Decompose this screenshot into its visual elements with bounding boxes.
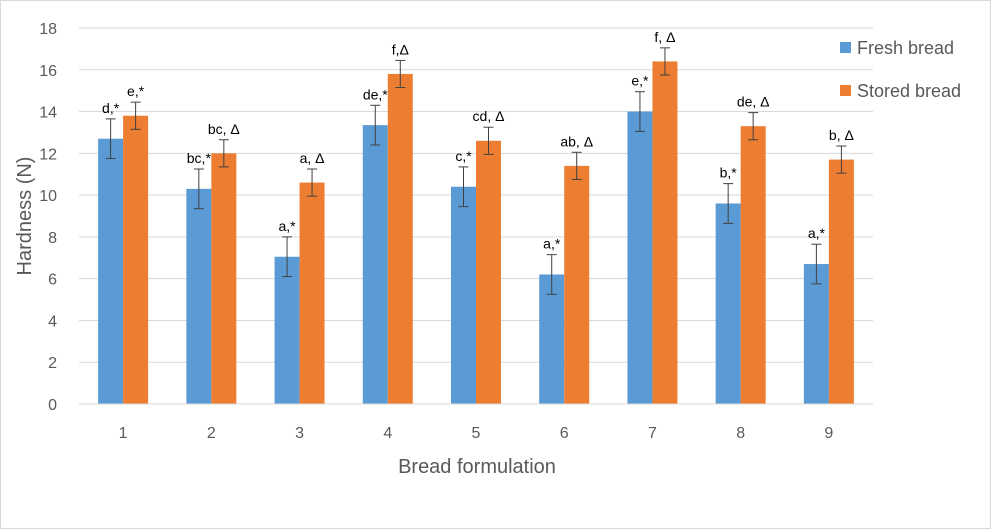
- bar-stored: [564, 165, 590, 404]
- data-label: de,*: [363, 86, 388, 102]
- y-tick-label: 4: [48, 313, 57, 330]
- legend-swatch-fresh: [840, 42, 851, 53]
- data-label: ab, Δ: [560, 133, 593, 149]
- bar-fresh: [274, 256, 300, 404]
- y-tick-label: 12: [39, 146, 57, 163]
- data-label: e,*: [631, 73, 649, 89]
- x-tick-label: 6: [560, 425, 569, 442]
- bar-fresh: [627, 111, 653, 405]
- data-label: e,*: [127, 83, 145, 99]
- bar-stored: [299, 182, 325, 404]
- data-label: f, Δ: [654, 29, 675, 45]
- bar-stored: [211, 153, 237, 404]
- bar-stored: [387, 73, 413, 404]
- bar-stored: [123, 115, 149, 404]
- data-label: d,*: [102, 100, 120, 116]
- y-axis-title: Hardness (N): [14, 157, 36, 276]
- x-tick-label: 9: [824, 425, 833, 442]
- y-tick-label: 10: [39, 188, 57, 205]
- legend-label-fresh: Fresh bread: [857, 38, 954, 58]
- data-label: bc,*: [187, 150, 212, 166]
- y-tick-label: 8: [48, 230, 57, 247]
- x-tick-label: 3: [295, 425, 304, 442]
- y-tick-label: 2: [48, 355, 57, 372]
- x-tick-label: 8: [736, 425, 745, 442]
- bar-fresh: [715, 203, 741, 404]
- bar-stored: [652, 61, 678, 405]
- data-label: cd, Δ: [473, 108, 505, 124]
- bar-fresh: [539, 274, 565, 404]
- bar-fresh: [186, 188, 212, 404]
- legend-label-stored: Stored bread: [857, 81, 961, 101]
- bar-fresh: [451, 186, 476, 404]
- bar-stored: [828, 159, 854, 404]
- y-tick-label: 0: [48, 397, 57, 414]
- x-tick-label: 5: [472, 425, 481, 442]
- bar-stored: [740, 126, 766, 404]
- data-label: a,*: [543, 236, 561, 252]
- x-axis-title: Bread formulation: [398, 456, 556, 478]
- data-label: f,Δ: [392, 41, 409, 57]
- bar-stored: [476, 140, 501, 405]
- bar-fresh: [803, 264, 829, 404]
- x-tick-label: 7: [648, 425, 657, 442]
- data-label: a,*: [808, 225, 826, 241]
- data-label: de, Δ: [737, 94, 770, 110]
- data-label: b, Δ: [829, 127, 854, 143]
- y-tick-label: 6: [48, 272, 57, 289]
- data-label: a, Δ: [300, 150, 325, 166]
- y-tick-label: 18: [39, 21, 57, 38]
- y-tick-label: 14: [39, 105, 57, 122]
- data-label: a,*: [278, 218, 296, 234]
- bars: [98, 47, 854, 405]
- data-label: bc, Δ: [208, 121, 240, 137]
- x-tick-label: 2: [207, 425, 216, 442]
- legend: Fresh bread Stored bread: [840, 38, 961, 101]
- data-label: b,*: [720, 165, 738, 181]
- data-label: c,*: [455, 148, 472, 164]
- data-labels: d,* bc,* a,* de,* c,* a,* e,* b,* a,* e,* bc, Δ a, …: [102, 29, 854, 252]
- y-tick-label: 16: [39, 63, 57, 80]
- x-tick-label: 4: [383, 425, 392, 442]
- bar-fresh: [362, 125, 388, 404]
- legend-swatch-stored: [840, 85, 851, 96]
- x-tick-label: 1: [119, 425, 128, 442]
- bar-fresh: [98, 138, 124, 404]
